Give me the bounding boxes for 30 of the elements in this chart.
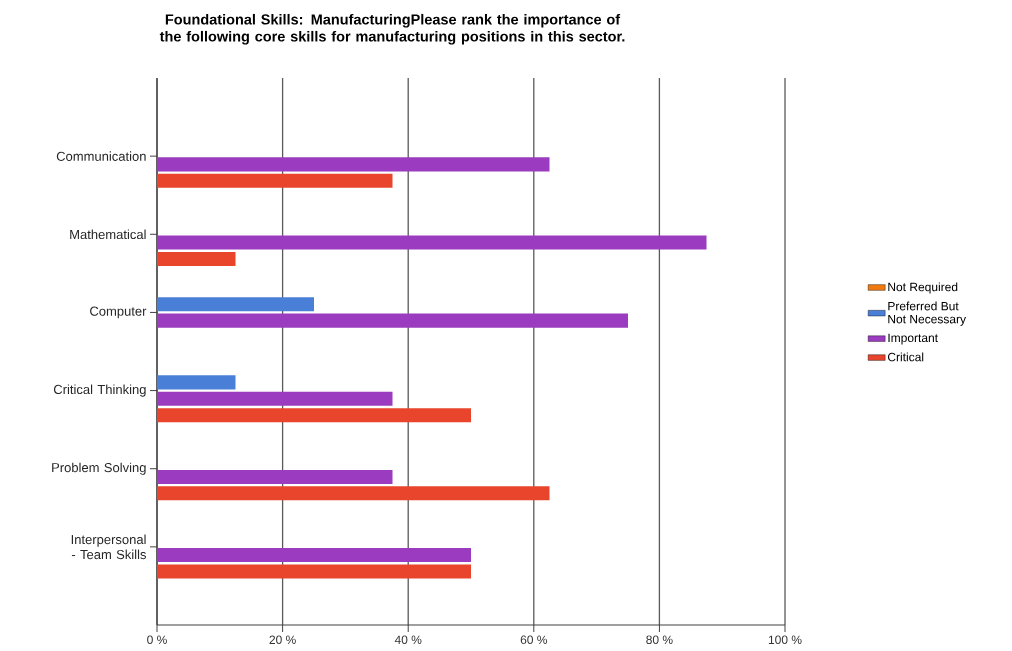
x-tick-label: 0 % xyxy=(147,635,167,645)
x-tick-label: 40 % xyxy=(394,635,422,645)
y-tick-label: Interpersonal - Team Skills xyxy=(71,534,146,560)
x-tick-label: 20 % xyxy=(269,635,296,645)
bar xyxy=(157,486,550,501)
bar xyxy=(157,313,629,328)
y-tick-label: Problem Solving xyxy=(52,462,146,475)
y-tick-label: Mathematical xyxy=(70,229,146,240)
x-tick-label: 60 % xyxy=(520,635,548,645)
x-tick-label: 100 % xyxy=(768,635,802,645)
bar xyxy=(157,251,236,266)
bar xyxy=(157,235,707,250)
bar xyxy=(157,469,393,484)
bar xyxy=(157,297,314,312)
legend-label: Preferred But Not Necessary xyxy=(888,301,967,326)
x-tick-label: 80 % xyxy=(646,635,673,645)
bar xyxy=(157,391,393,406)
bar xyxy=(157,173,393,188)
bar xyxy=(157,408,471,423)
y-tick-label: Computer xyxy=(90,306,147,319)
y-tick-label: Critical Thinking xyxy=(53,384,146,397)
bar xyxy=(157,157,550,172)
legend-label: Important xyxy=(888,333,938,345)
y-tick-label: Communication xyxy=(56,151,146,161)
bar xyxy=(157,375,236,390)
bar xyxy=(157,564,471,579)
bar xyxy=(157,548,471,563)
legend-label: Critical xyxy=(887,352,924,362)
legend-label: Not Required xyxy=(888,282,958,294)
chart-title: Foundational Skills: ManufacturingPlease rank the importance of the following core skills for manufacturing positions in this sector. xyxy=(159,13,625,45)
